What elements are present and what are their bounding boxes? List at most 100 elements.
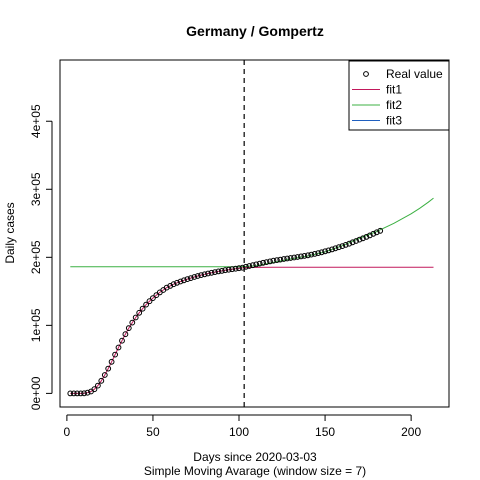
- data-point: [218, 268, 225, 274]
- data-point: [315, 250, 322, 257]
- data-point: [84, 389, 91, 396]
- data-point: [356, 236, 363, 243]
- legend-marker: [363, 71, 369, 77]
- data-point: [253, 261, 260, 268]
- data-point: [122, 331, 129, 338]
- legend-box: [348, 60, 450, 131]
- x-tick-label: 200: [401, 425, 421, 439]
- x-axis-sublabel: Simple Moving Avarage (window size = 7): [144, 464, 366, 478]
- data-point: [339, 243, 346, 250]
- data-point: [270, 257, 277, 264]
- legend-label: fit2: [386, 98, 402, 112]
- data-point: [129, 319, 136, 326]
- data-point: [363, 234, 370, 240]
- data-point: [167, 283, 174, 289]
- data-point: [215, 268, 222, 275]
- data-point: [342, 242, 349, 248]
- data-point: [187, 275, 194, 282]
- x-tick-label: 150: [315, 425, 335, 439]
- x-tick-label: 100: [229, 425, 249, 439]
- data-point: [198, 272, 205, 279]
- data-point: [194, 273, 201, 279]
- data-point: [335, 244, 342, 251]
- plot-area: [67, 60, 434, 407]
- data-point: [177, 278, 184, 285]
- data-point: [332, 245, 339, 252]
- data-point: [360, 235, 366, 242]
- data-point: [291, 254, 298, 261]
- y-tick-label: 1e+05: [29, 308, 43, 342]
- data-point: [212, 269, 218, 276]
- data-point: [294, 254, 301, 260]
- data-point: [150, 295, 156, 302]
- data-point: [101, 372, 108, 378]
- data-point: [301, 253, 308, 259]
- x-axis: 0 50 100 150 200: [64, 414, 421, 439]
- data-point: [246, 263, 253, 269]
- data-point: [284, 255, 291, 262]
- data-point: [322, 248, 329, 255]
- data-point: [139, 305, 146, 312]
- data-point: [329, 246, 335, 253]
- data-point: [236, 265, 242, 272]
- data-point: [132, 314, 139, 321]
- data-point: [119, 337, 125, 344]
- legend-label: fit3: [386, 114, 402, 128]
- series-line-fit2: [70, 197, 434, 268]
- data-point: [287, 255, 294, 261]
- x-tick-label: 0: [64, 425, 71, 439]
- data-point: [277, 256, 284, 263]
- chart-title: Germany / Gompertz: [186, 23, 324, 39]
- data-point: [229, 266, 236, 273]
- data-point: [115, 344, 122, 351]
- data-point: [239, 264, 246, 271]
- data-point: [146, 298, 153, 305]
- data-point: [298, 253, 304, 260]
- y-axis-label: Daily cases: [3, 202, 17, 263]
- data-point: [377, 227, 384, 234]
- y-axis: 0e+00 1e+05 2e+05 3e+05 4e+05: [29, 104, 53, 410]
- plot-frame: [59, 59, 450, 408]
- data-point: [274, 257, 280, 264]
- data-point: [170, 281, 177, 288]
- y-tick-label: 0e+00: [29, 376, 43, 410]
- data-point: [184, 276, 191, 283]
- data-point: [181, 277, 187, 284]
- legend-label: Real value: [386, 67, 443, 81]
- data-point: [74, 390, 81, 397]
- data-point: [346, 240, 353, 247]
- data-point: [201, 271, 208, 278]
- data-point: [308, 251, 315, 258]
- data-point: [95, 382, 101, 389]
- data-point: [143, 301, 150, 308]
- data-point: [249, 262, 256, 269]
- data-point: [260, 259, 267, 266]
- data-point: [208, 269, 215, 276]
- x-tick-label: 50: [146, 425, 160, 439]
- data-point: [373, 229, 380, 236]
- data-point: [105, 365, 112, 372]
- data-point: [77, 390, 84, 397]
- data-point: [280, 256, 287, 262]
- data-point: [91, 386, 98, 393]
- legend-label: fit1: [386, 83, 402, 97]
- data-point: [349, 239, 356, 246]
- data-point: [70, 390, 77, 397]
- y-tick-label: 3e+05: [29, 172, 43, 206]
- series-line-fit1: [70, 266, 434, 394]
- data-point: [191, 274, 198, 280]
- x-axis-label: Days since 2020-03-03: [193, 450, 317, 464]
- data-point: [366, 232, 373, 239]
- data-point: [98, 377, 105, 384]
- data-point: [232, 265, 239, 272]
- data-point: [370, 230, 377, 237]
- data-point: [318, 249, 325, 256]
- data-point: [125, 325, 132, 332]
- data-point: [205, 270, 211, 277]
- data-point: [225, 266, 232, 273]
- data-point: [263, 259, 270, 266]
- data-point: [222, 267, 229, 274]
- data-point: [243, 263, 249, 270]
